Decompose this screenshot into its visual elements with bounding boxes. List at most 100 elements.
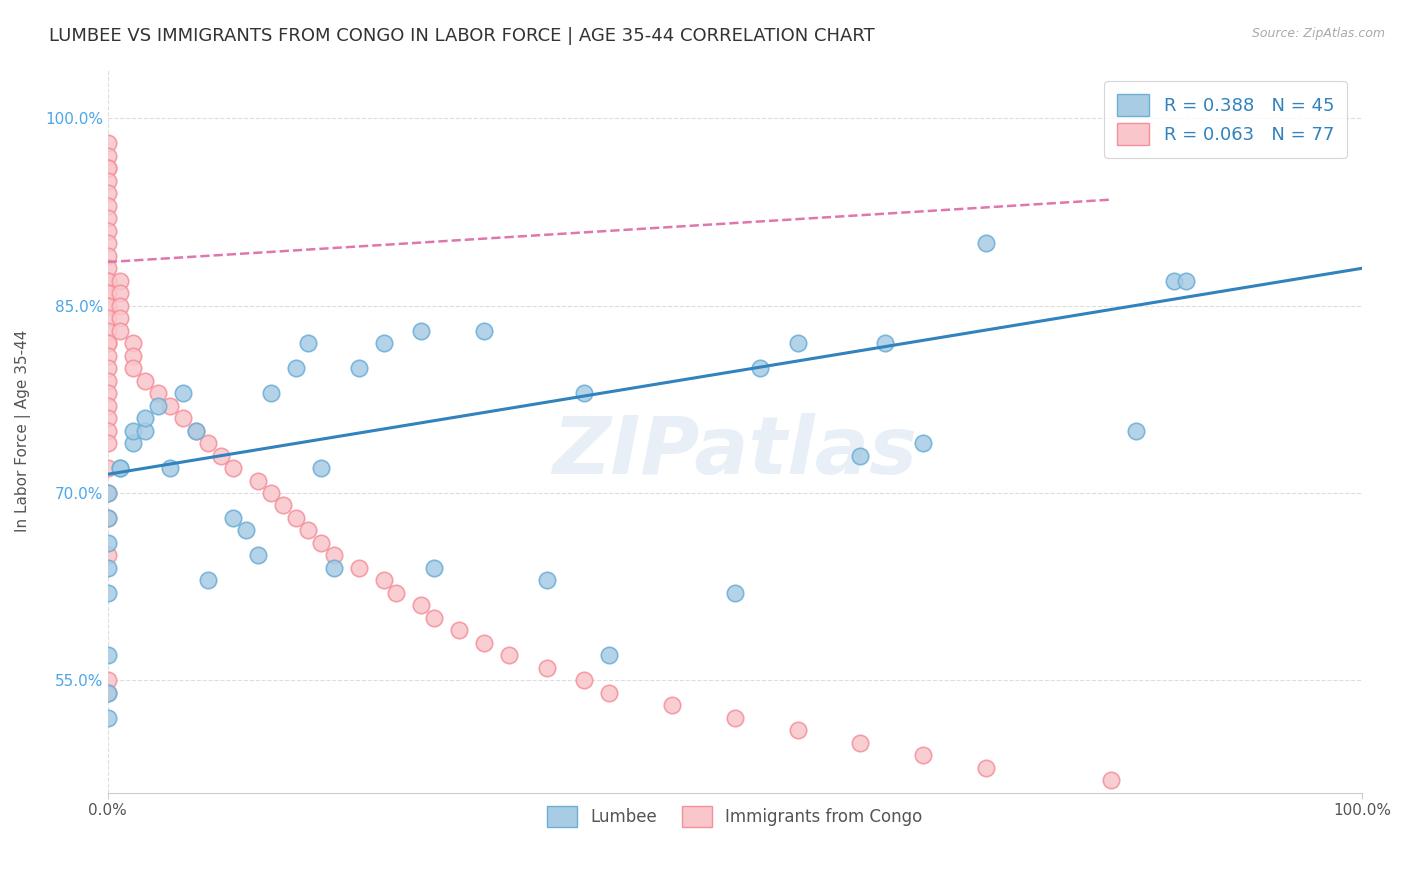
Point	[222, 461, 245, 475]
Point	[97, 161, 120, 176]
Y-axis label: In Labor Force | Age 35-44: In Labor Force | Age 35-44	[15, 329, 31, 532]
Point	[121, 361, 143, 376]
Point	[284, 511, 307, 525]
Point	[97, 511, 120, 525]
Point	[247, 474, 270, 488]
Point	[598, 648, 620, 663]
Point	[1099, 773, 1122, 788]
Text: LUMBEE VS IMMIGRANTS FROM CONGO IN LABOR FORCE | AGE 35-44 CORRELATION CHART: LUMBEE VS IMMIGRANTS FROM CONGO IN LABOR…	[49, 27, 875, 45]
Point	[110, 274, 132, 288]
Point	[97, 286, 120, 301]
Point	[297, 524, 319, 538]
Point	[121, 436, 143, 450]
Point	[184, 424, 207, 438]
Point	[373, 336, 395, 351]
Point	[97, 299, 120, 313]
Point	[97, 224, 120, 238]
Point	[121, 336, 143, 351]
Point	[97, 199, 120, 213]
Point	[97, 486, 120, 500]
Point	[184, 424, 207, 438]
Point	[260, 386, 283, 401]
Point	[172, 386, 194, 401]
Point	[322, 549, 344, 563]
Point	[197, 574, 219, 588]
Point	[849, 449, 872, 463]
Point	[1163, 274, 1185, 288]
Point	[146, 386, 169, 401]
Point	[134, 374, 156, 388]
Point	[97, 686, 120, 700]
Point	[97, 186, 120, 201]
Point	[110, 286, 132, 301]
Point	[447, 624, 470, 638]
Point	[97, 673, 120, 688]
Point	[749, 361, 772, 376]
Point	[786, 336, 808, 351]
Point	[110, 299, 132, 313]
Point	[235, 524, 257, 538]
Point	[97, 586, 120, 600]
Point	[1125, 424, 1147, 438]
Point	[159, 461, 181, 475]
Point	[97, 386, 120, 401]
Point	[1175, 274, 1198, 288]
Point	[97, 161, 120, 176]
Point	[159, 399, 181, 413]
Point	[110, 324, 132, 338]
Point	[97, 686, 120, 700]
Point	[472, 636, 495, 650]
Point	[97, 536, 120, 550]
Point	[97, 411, 120, 425]
Point	[724, 711, 747, 725]
Point	[322, 561, 344, 575]
Text: ZIPatlas: ZIPatlas	[553, 413, 917, 491]
Point	[284, 361, 307, 376]
Point	[536, 661, 558, 675]
Point	[97, 236, 120, 251]
Point	[197, 436, 219, 450]
Point	[309, 461, 332, 475]
Point	[172, 411, 194, 425]
Point	[97, 511, 120, 525]
Point	[498, 648, 520, 663]
Point	[786, 723, 808, 738]
Point	[97, 174, 120, 188]
Point	[121, 349, 143, 363]
Point	[97, 249, 120, 263]
Point	[121, 424, 143, 438]
Point	[423, 561, 446, 575]
Point	[598, 686, 620, 700]
Point	[472, 324, 495, 338]
Point	[97, 311, 120, 326]
Point	[347, 361, 370, 376]
Point	[146, 399, 169, 413]
Point	[97, 349, 120, 363]
Point	[97, 136, 120, 151]
Point	[574, 386, 596, 401]
Point	[536, 574, 558, 588]
Point	[849, 736, 872, 750]
Legend: Lumbee, Immigrants from Congo: Lumbee, Immigrants from Congo	[538, 798, 931, 835]
Point	[97, 336, 120, 351]
Point	[423, 611, 446, 625]
Point	[411, 324, 433, 338]
Point	[97, 486, 120, 500]
Point	[222, 511, 245, 525]
Point	[875, 336, 897, 351]
Point	[97, 424, 120, 438]
Point	[134, 411, 156, 425]
Point	[911, 748, 934, 763]
Point	[297, 336, 319, 351]
Point	[97, 274, 120, 288]
Point	[110, 461, 132, 475]
Point	[97, 324, 120, 338]
Point	[97, 286, 120, 301]
Point	[574, 673, 596, 688]
Point	[97, 361, 120, 376]
Point	[97, 261, 120, 276]
Point	[373, 574, 395, 588]
Point	[97, 299, 120, 313]
Point	[110, 311, 132, 326]
Point	[911, 436, 934, 450]
